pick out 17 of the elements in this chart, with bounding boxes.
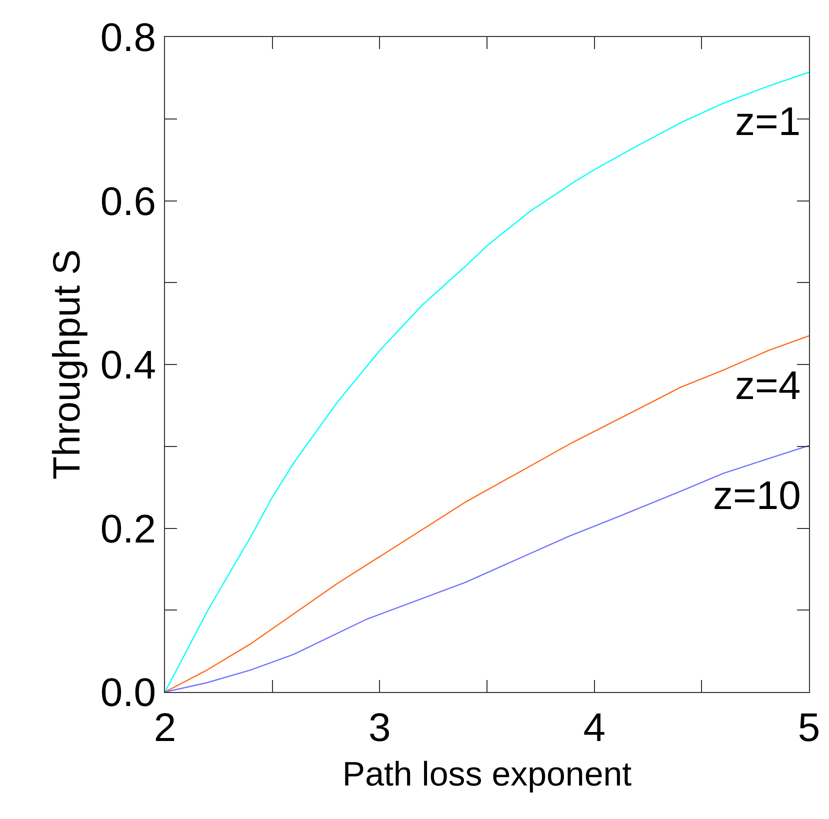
y-axis-title: Throughput S xyxy=(46,249,89,480)
y-tick-label: 0.8 xyxy=(100,16,156,60)
y-tick-label: 0.2 xyxy=(100,507,156,552)
x-tick-label: 2 xyxy=(154,706,176,750)
series-label: z=1 xyxy=(735,100,801,144)
y-tick-label: 0.6 xyxy=(100,180,156,224)
x-tick-label: 5 xyxy=(798,706,820,750)
x-axis-title: Path loss exponent xyxy=(342,755,632,794)
y-tick-label: 0.4 xyxy=(100,344,156,388)
line-series xyxy=(165,72,809,692)
series-label: z=4 xyxy=(735,364,801,408)
y-tick-label: 0.0 xyxy=(100,671,156,715)
series-label: z=10 xyxy=(713,474,801,518)
x-tick-label: 3 xyxy=(368,706,391,750)
line-series xyxy=(165,444,809,692)
line-series xyxy=(165,335,809,692)
x-tick-label: 4 xyxy=(583,706,606,750)
